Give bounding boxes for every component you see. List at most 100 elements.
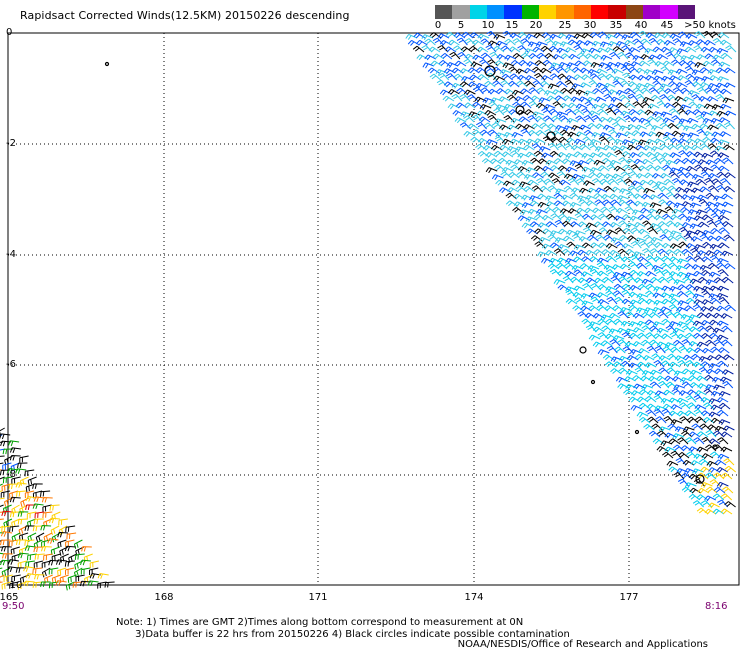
wind-barb — [681, 486, 694, 494]
wind-barb — [692, 361, 705, 368]
wind-barb — [691, 353, 703, 361]
wind-barb — [41, 546, 52, 552]
wind-barb — [494, 118, 507, 125]
wind-barb — [527, 115, 539, 123]
wind-barb — [579, 82, 592, 89]
wind-barb — [642, 355, 655, 361]
wind-barb — [559, 129, 572, 137]
wind-barb — [668, 321, 681, 327]
wind-barb — [572, 291, 585, 298]
wind-barb — [537, 222, 550, 229]
wind-barb — [501, 151, 514, 158]
wind-barb — [664, 446, 677, 453]
wind-barb — [491, 122, 503, 130]
wind-barb — [706, 355, 719, 361]
wind-barb — [575, 115, 587, 123]
contamination-circle — [695, 474, 705, 484]
wind-barb — [660, 262, 672, 270]
wind-barb — [700, 482, 713, 488]
wind-barb — [695, 209, 708, 216]
wind-barb — [562, 235, 575, 242]
wind-barb — [716, 320, 729, 327]
wind-barb — [643, 82, 656, 89]
wind-barb — [643, 423, 655, 431]
wind-barb — [416, 54, 429, 61]
wind-barb — [640, 54, 653, 60]
wind-barb — [600, 206, 612, 214]
wind-barb — [713, 277, 726, 284]
wind-barb — [74, 553, 85, 560]
wind-barb — [668, 397, 681, 404]
wind-barb — [700, 410, 713, 417]
wind-barb — [654, 405, 667, 412]
wind-barb — [510, 150, 522, 158]
wind-barb — [601, 249, 614, 256]
wind-barb — [684, 410, 697, 417]
wind-barb — [652, 333, 665, 340]
wind-barb — [695, 416, 707, 424]
wind-barb — [594, 146, 607, 153]
wind-barb — [614, 346, 626, 354]
wind-barb — [643, 69, 656, 75]
wind-barb — [581, 318, 593, 326]
wind-barb — [653, 165, 666, 172]
wind-barb — [495, 179, 507, 186]
wind-barb — [561, 248, 574, 256]
wind-barb — [668, 47, 681, 53]
wind-barb — [529, 200, 542, 207]
wind-barb — [598, 62, 611, 68]
wind-barb — [716, 292, 729, 299]
wind-barb — [558, 213, 570, 221]
wind-barb — [632, 55, 645, 61]
wind-barb — [602, 144, 615, 151]
wind-barb — [499, 144, 511, 151]
wind-barb — [710, 164, 722, 172]
wind-barb — [626, 199, 638, 207]
wind-barb — [459, 93, 471, 102]
wind-barb — [695, 103, 708, 110]
wind-barb — [573, 74, 585, 81]
wind-barb — [0, 455, 5, 457]
wind-barb — [670, 404, 683, 411]
wind-barb — [563, 67, 576, 74]
wind-barb — [676, 397, 689, 404]
wind-barb — [571, 66, 584, 74]
wind-barb — [500, 171, 512, 179]
wind-barb — [511, 131, 524, 138]
wind-barb — [669, 214, 682, 221]
wind-barb — [717, 285, 730, 292]
wind-barb — [708, 467, 720, 474]
wind-barb — [453, 45, 465, 53]
wind-barb — [607, 178, 619, 186]
wind-barb — [498, 96, 511, 103]
color-scale-segment — [452, 5, 471, 19]
wind-barb — [589, 214, 602, 221]
wind-barb — [699, 264, 712, 271]
wind-barb — [9, 496, 21, 503]
wind-barb — [491, 174, 504, 181]
wind-barb — [485, 151, 498, 158]
wind-barb — [520, 101, 532, 109]
wind-barb — [589, 256, 601, 263]
wind-barb — [707, 262, 720, 270]
wind-barb — [557, 151, 570, 158]
wind-barb — [688, 314, 701, 321]
wind-barb — [593, 159, 606, 166]
wind-barb — [703, 388, 715, 396]
wind-barb — [600, 340, 613, 347]
wind-barb — [618, 145, 631, 152]
wind-barb — [720, 431, 733, 438]
wind-barb — [704, 206, 716, 214]
wind-barb — [566, 117, 579, 124]
wind-barb — [629, 138, 642, 145]
wind-barb — [580, 293, 593, 299]
wind-barb — [693, 437, 705, 445]
wind-barb — [468, 111, 481, 118]
wind-barb — [480, 52, 493, 60]
wind-barb — [680, 445, 693, 452]
wind-barb — [525, 167, 538, 174]
wind-barb — [621, 289, 633, 298]
wind-barb — [564, 108, 577, 116]
wind-barb — [674, 355, 687, 362]
map-title: Rapidsact Corrected Winds(12.5KM) 201502… — [20, 9, 350, 22]
